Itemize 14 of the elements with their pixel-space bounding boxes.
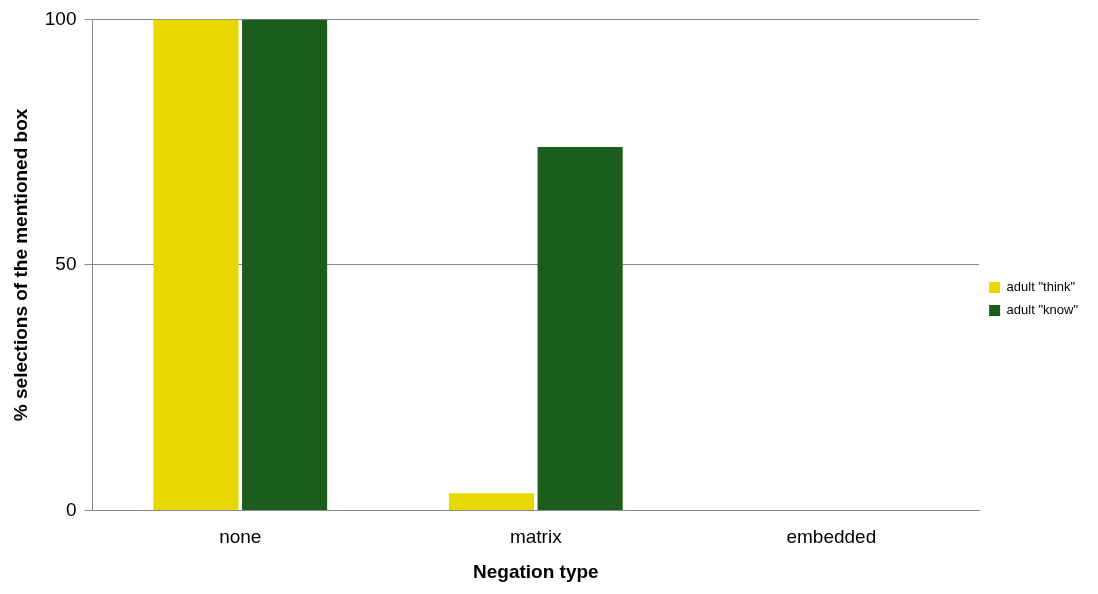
bar (448, 493, 535, 510)
y-tick-label: 50 (55, 253, 77, 275)
bar (153, 19, 239, 510)
legend-label: adult "know" (1006, 302, 1079, 318)
y-tick-label: 100 (44, 7, 77, 29)
bar (242, 19, 328, 510)
x-axis-title: Negation type (473, 560, 599, 582)
bar (537, 147, 623, 510)
x-tick-label: embedded (786, 526, 877, 548)
x-tick-label: matrix (509, 526, 563, 548)
y-axis-title: % selections of the mentioned box (9, 108, 31, 422)
y-tick-label: 0 (65, 498, 77, 520)
x-tick-label: none (219, 526, 262, 548)
legend-label: adult "think" (1006, 279, 1076, 295)
